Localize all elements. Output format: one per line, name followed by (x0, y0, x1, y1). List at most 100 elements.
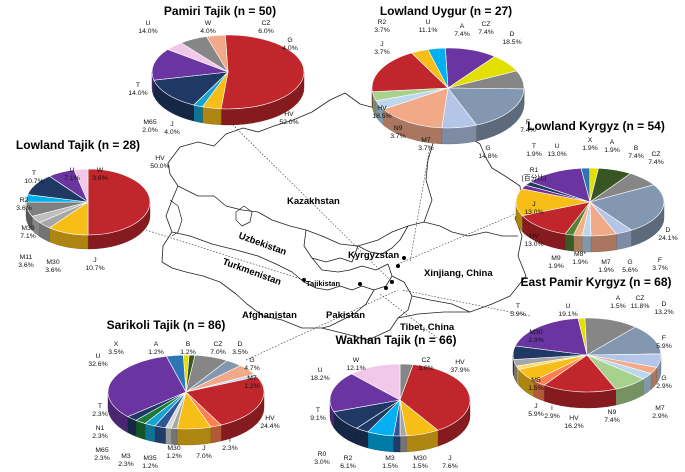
site-dot (390, 280, 394, 284)
chart-title: Sarikoli Tajik (n = 86) (107, 318, 226, 332)
pie-slice-HV (371, 52, 449, 93)
slice-label: A 7.4% (454, 23, 470, 38)
slice-label: J 7.0% (196, 445, 212, 460)
label-turkmenistan: Turkmenistan (221, 256, 283, 287)
slice-label: F 3.7% (652, 257, 668, 272)
pie-side-M65 (193, 104, 203, 124)
pie-side-M8 (573, 234, 583, 253)
guide-pamiri (227, 119, 393, 283)
chart-title: Lowland Uygur (n = 27) (380, 4, 512, 18)
slice-label: W 3.6% (92, 167, 108, 182)
slice-label: T 14.0% (128, 82, 147, 97)
pie-side-M30 (171, 428, 178, 445)
slice-label: B 7.4% (628, 145, 644, 160)
slice-label: N9 7.4% (604, 409, 620, 424)
border-tajik-afghan (303, 263, 393, 291)
slice-label: J 7.6% (442, 455, 458, 470)
pie-charts: Pamiri Tajik (n = 50) HV 52.0% J 4.0% M65 2.0%… (16, 4, 678, 470)
slice-label: R2 6.1% (340, 455, 356, 470)
pie-slice-D (585, 326, 662, 356)
slice-label: M3 2.3% (118, 453, 134, 468)
slice-label: W 12.1% (346, 357, 365, 372)
pie-slice-U (151, 49, 229, 81)
slice-label: N9 3.7% (390, 125, 406, 140)
pie-side-G (590, 233, 617, 253)
slice-label: T 5.9% (510, 303, 526, 318)
slice-label: A 1.9% (604, 139, 620, 154)
pie-slice-J (515, 188, 591, 217)
pie-chart-4: East Pamir Kyrgyz (n = 68) A 1.5% CZ 11.8% D 1… (510, 275, 673, 430)
slice-label: U 14.0% (138, 20, 157, 35)
pie-slice-W (351, 363, 401, 401)
guide-lines (145, 119, 531, 361)
border-uzbek-turkmen (171, 231, 305, 283)
chart-title: Wakhan Tajik (n = 66) (335, 333, 456, 347)
slice-label: U 32.6% (88, 353, 107, 368)
site-dot (358, 282, 362, 286)
slice-label: M7 3.7% (418, 137, 434, 152)
pie-side-M35 (165, 427, 172, 445)
pie-chart-3: Lowland Kyrgyz (n = 54) X 1.9% A 1.9% B 7.4% CZ… (515, 119, 678, 274)
slice-label: N1 2.3% (92, 425, 108, 440)
slice-label: W 4.0% (200, 20, 216, 35)
pie-slice-U (329, 373, 401, 413)
slice-label: M7 1.9% (598, 259, 614, 274)
slice-label: X 3.5% (108, 341, 124, 356)
pie-side-M3 (393, 435, 401, 453)
border-pakistan-china (391, 275, 413, 319)
pie-side-J (176, 426, 211, 446)
pie-slice-W (73, 168, 89, 203)
guide-east-pamir (401, 289, 531, 317)
slice-label: T 1.9% (526, 143, 542, 158)
slice-label: M30 1.2% (166, 445, 182, 460)
label-xinjiang: Xinjiang, China (424, 268, 493, 279)
chart-title: Lowland Tajik (n = 28) (16, 138, 140, 152)
slice-label: CZ 3.0% (418, 357, 434, 372)
slice-label: M7 1.2% (244, 375, 260, 390)
slice-label: D 13.2% (654, 301, 673, 316)
slice-label: M30 2.9% (528, 329, 544, 344)
site-dot (396, 264, 400, 268)
slice-label: J 3.7% (374, 41, 390, 56)
pie-slice-HV (220, 34, 305, 110)
slice-label: G 4.7% (244, 357, 260, 372)
slice-label: M11 3.6% (18, 254, 34, 269)
slice-label: U 18.2% (310, 367, 329, 382)
chart-title: Lowland Kyrgyz (n = 54) (527, 119, 665, 133)
label-tibet: Tibet, China (400, 322, 455, 333)
guide-sarikoli (245, 289, 399, 361)
slice-label: HV 18.5% (372, 105, 391, 120)
slice-label: A 1.2% (148, 341, 164, 356)
guide-lowland-tajik (145, 229, 305, 281)
pie-side-M3 (154, 425, 166, 444)
slice-label: R2 3.6% (16, 197, 32, 212)
slice-label: B 1.2% (180, 341, 196, 356)
border-kyrgyz-tajik (311, 257, 389, 273)
slice-label: M30 1.5% (412, 455, 428, 470)
pie-chart-5: Sarikoli Tajik (n = 86) A 1.2% B 1.2% CZ 7.0% D… (88, 318, 279, 470)
slice-label: X 1.9% (582, 137, 598, 152)
slice-label: HV 52.0% (279, 111, 298, 126)
slice-label: M35 1.2% (142, 455, 158, 470)
label-afghanistan: Afghanistan (242, 310, 297, 321)
slice-label: U 19.1% (558, 303, 577, 318)
pie-slice-X (165, 354, 187, 393)
pie-slice-G (206, 34, 229, 73)
chart-title: Pamiri Tajik (n = 50) (164, 4, 276, 18)
label-pakistan: Pakistan (326, 310, 365, 321)
map-outer-border (161, 87, 527, 341)
slice-label: HV 16.2% (564, 415, 583, 430)
caspian-sea (169, 199, 183, 237)
slice-label: G 2.9% (656, 375, 672, 390)
pie-slice-HV (543, 354, 617, 393)
slice-label: U 13.0% (547, 143, 566, 158)
slice-label: F 5.9% (656, 335, 672, 350)
pie-slice-T (153, 71, 229, 106)
pie-side-M7 (581, 235, 592, 253)
pie-slice-HV (87, 168, 151, 236)
border-afghan-pakistan (321, 289, 375, 329)
slice-label: M30 3.6% (45, 259, 61, 274)
aral-sea (235, 205, 253, 227)
